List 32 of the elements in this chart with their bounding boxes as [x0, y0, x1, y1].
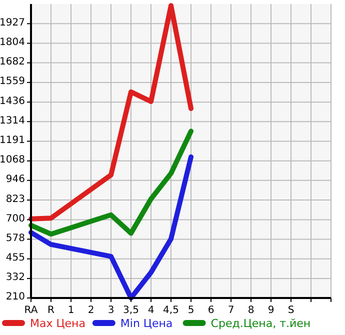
- y-tick-label: 1559: [0, 76, 25, 88]
- y-tick-label: 823: [6, 194, 25, 205]
- legend-label: Min Цена: [120, 317, 173, 330]
- y-tick-label: 455: [6, 252, 25, 264]
- x-tick-label: 6: [208, 305, 214, 316]
- y-tick-label: 1191: [0, 134, 25, 146]
- x-tick-label: 4: [148, 305, 154, 316]
- y-tick-label: 332: [6, 272, 25, 284]
- x-tick-label: 2: [88, 305, 94, 316]
- y-tick-label: 700: [6, 213, 25, 224]
- x-tick-label: 3: [108, 305, 114, 316]
- x-tick-label: 9: [268, 305, 274, 316]
- x-tick-label: 3,5: [123, 305, 139, 316]
- y-tick-label: 1804: [0, 37, 25, 48]
- x-tick-label: 8: [248, 305, 254, 316]
- y-tick-label: 1927: [0, 17, 25, 28]
- x-tick-label: RA: [24, 305, 38, 316]
- y-tick-label: 1436: [0, 96, 25, 107]
- legend-label: Max Цена: [30, 317, 86, 330]
- x-tick-label: R: [48, 305, 55, 316]
- x-tick-label: 7: [228, 305, 234, 316]
- y-tick-label: 578: [6, 232, 25, 244]
- y-tick-label: 1068: [0, 154, 25, 166]
- x-tick-label: S: [288, 305, 294, 316]
- y-tick-label: 210: [6, 292, 25, 303]
- x-tick-label: 1: [68, 305, 74, 316]
- y-tick-label: 1682: [0, 56, 25, 68]
- legend-label: Сред.Цена, т.йен: [210, 317, 311, 330]
- y-tick-label: 1314: [0, 115, 25, 126]
- x-tick-label: 4,5: [163, 305, 179, 316]
- y-tick-label: 946: [6, 174, 25, 186]
- x-tick-label: 5: [188, 305, 194, 316]
